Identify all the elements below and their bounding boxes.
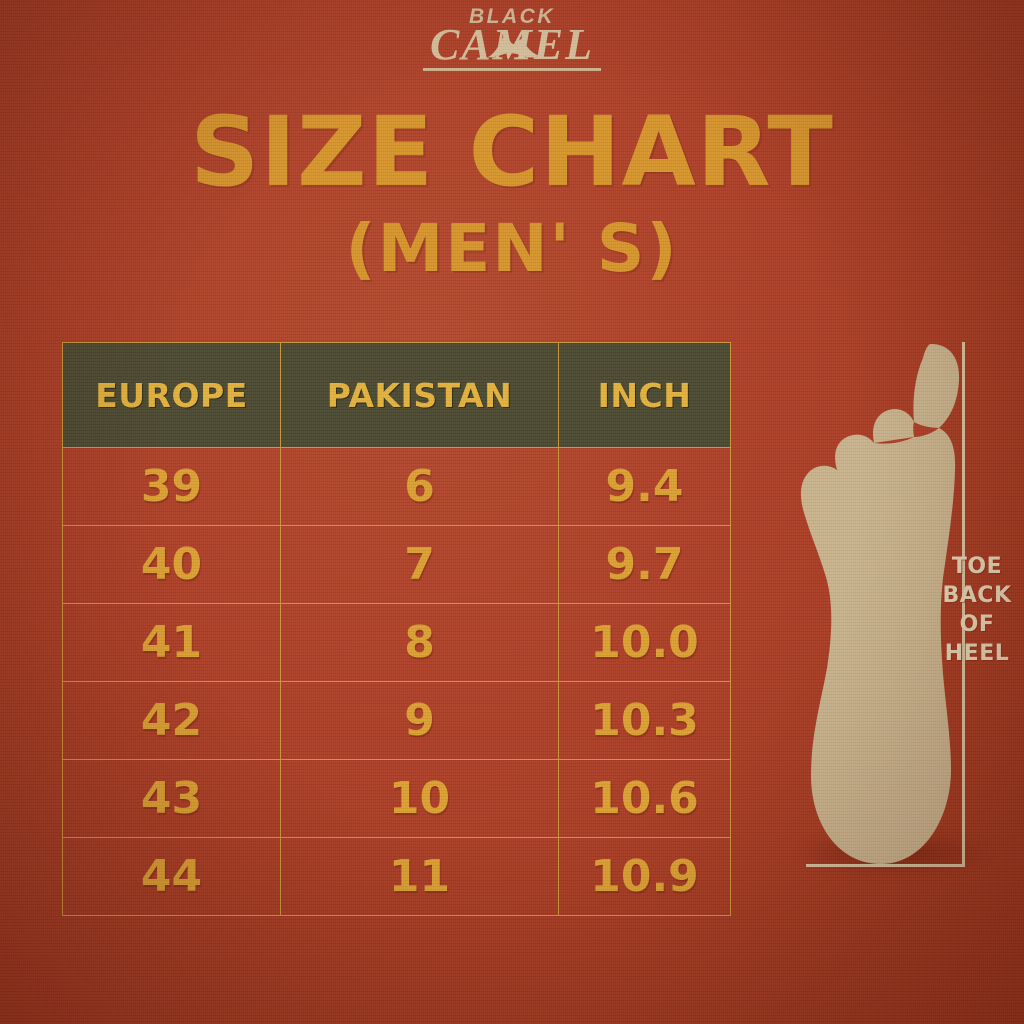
cell-pakistan: 11 [280,837,559,916]
brand-name-line1: BLACK [469,5,555,28]
cell-inch: 10.9 [558,837,731,916]
size-chart-table: EUROPE PAKISTAN INCH 39 6 9.4 40 7 9.7 4… [62,342,731,916]
cell-europe: 42 [62,681,281,760]
cell-pakistan: 10 [280,759,559,838]
table-row: 41 8 10.0 [62,603,731,682]
measure-label-line-3: OF [959,612,995,637]
cell-pakistan: 9 [280,681,559,760]
cell-europe: 41 [62,603,281,682]
table-row: 42 9 10.3 [62,681,731,760]
foot-measurement-diagram: TOE BACK OF HEEL [745,330,1024,890]
cell-pakistan: 6 [280,447,559,526]
column-header-inch: INCH [558,342,731,448]
cell-inch: 9.7 [558,525,731,604]
table-row: 39 6 9.4 [62,447,731,526]
cell-inch: 9.4 [558,447,731,526]
brand-logo: BLACK CAMEL [0,6,1024,71]
cell-europe: 40 [62,525,281,604]
table-row: 40 7 9.7 [62,525,731,604]
table-row: 43 10 10.6 [62,759,731,838]
measure-label: TOE BACK OF HEEL [933,552,1021,668]
cell-europe: 39 [62,447,281,526]
measure-label-line-2: BACK [942,583,1012,608]
page-subtitle: (MEN' S) [345,210,679,287]
brand-name-line2: CAMEL [429,20,595,69]
column-header-europe: EUROPE [62,342,281,448]
cell-pakistan: 7 [280,525,559,604]
page-title: SIZE CHART [190,96,834,208]
foot-sole-icon [800,344,960,864]
column-header-pakistan: PAKISTAN [280,342,559,448]
measure-vertical-line [962,342,965,866]
cell-inch: 10.3 [558,681,731,760]
brand-name-line2-wrap: CAMEL [429,20,595,69]
cell-inch: 10.6 [558,759,731,838]
cell-inch: 10.0 [558,603,731,682]
cell-pakistan: 8 [280,603,559,682]
table-row: 44 11 10.9 [62,837,731,916]
measure-label-line-4: HEEL [944,641,1010,666]
brand-underline [423,68,601,71]
table-header-row: EUROPE PAKISTAN INCH [62,342,731,448]
cell-europe: 44 [62,837,281,916]
measure-label-line-1: TOE [951,554,1003,579]
cell-europe: 43 [62,759,281,838]
measure-baseline [806,864,965,867]
